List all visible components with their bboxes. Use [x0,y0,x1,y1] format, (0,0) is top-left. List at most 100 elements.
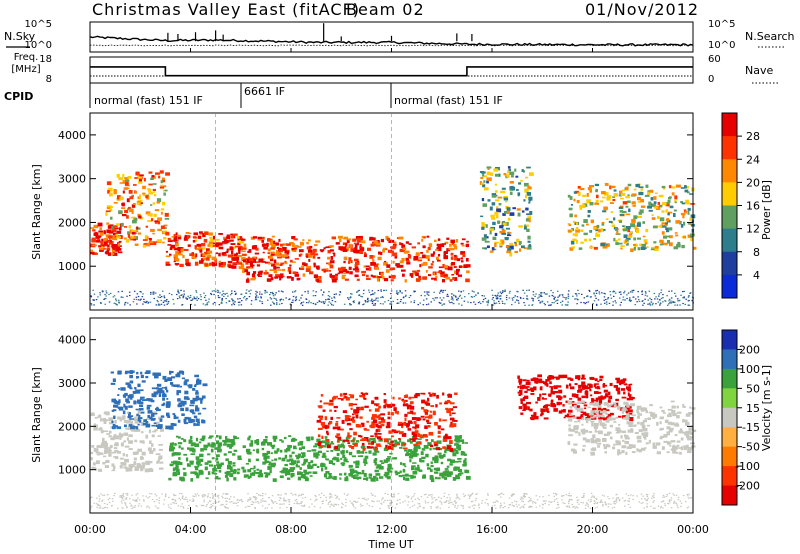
velocity-cell [534,415,537,419]
power-noise-cell [522,289,524,291]
velocity-cell [155,424,160,428]
power-cell [422,276,427,280]
velocity-cell [297,442,300,446]
power-cell [465,258,469,262]
nsearch-label: N.Search [745,30,795,43]
power-cell [316,267,320,270]
power-cell [233,262,238,264]
velocity-cell [195,407,200,412]
power-noise-cell [118,302,120,304]
velocity-cell [412,462,417,464]
power-cell [613,193,618,197]
velocity-cell [436,455,439,460]
power-noise-cell [543,302,545,305]
power-noise-cell [356,291,358,293]
power-noise-cell [259,291,261,293]
power-cell [584,238,587,242]
power-cell [460,251,466,255]
power-cell [480,182,485,185]
power-noise-cell [626,294,628,296]
power-noise-cell [532,300,534,302]
power-cell [619,214,625,216]
velocity-cell [141,380,146,383]
nsky-spikes [167,23,473,42]
power-cell [301,265,304,269]
velocity-cell [532,378,536,382]
velocity-noise-cell [122,494,124,496]
power-cell [115,223,120,226]
velocity-cell [125,370,130,374]
velocity-cell [458,460,462,463]
power-cell [440,243,445,248]
power-noise-cell [471,296,474,298]
power-noise-cell [438,301,441,304]
power-cell [640,188,644,191]
power-cell [644,194,650,197]
power-cell [95,232,99,235]
velocity-cell [374,396,379,400]
velocity-cell [648,411,653,414]
power-cell [412,270,417,273]
velocity-cell [303,458,308,463]
power-cell [416,252,420,256]
velocity-cell [190,444,194,447]
velocity-cell [180,407,184,412]
power-cell [401,244,406,249]
velocity-cell [567,418,573,422]
power-noise-cell [564,297,566,299]
velocity-noise-cell [192,498,194,500]
power-cell [444,265,448,269]
velocity-cell [374,469,379,473]
power-cell [123,226,127,228]
power-noise-cell [588,289,590,291]
power-noise-cell [629,291,632,293]
velocity-cell [134,439,138,443]
power-cell [651,246,656,250]
power-cell [508,232,512,234]
power-cell [418,275,421,279]
power-cell [171,236,175,238]
power-noise-cell [255,298,257,300]
velocity-cell [615,440,619,443]
velocity-cell [344,472,347,476]
velocity-cell [216,465,222,469]
power-noise-cell [557,290,559,292]
power-noise-cell [255,295,258,297]
power-cell [129,196,134,200]
power-cell [245,260,249,265]
power-cell [509,171,515,176]
power-noise-cell [586,295,588,298]
velocity-cell [542,393,547,395]
power-noise-cell [163,300,166,302]
velocity-cell [319,416,323,420]
velocity-cell [175,373,181,378]
velocity-cell [640,421,645,426]
power-cell [491,217,496,220]
power-cell [111,244,116,247]
power-cell [432,260,435,263]
power-cell [209,236,213,239]
velocity-cell [538,397,541,400]
power-noise-cell [142,303,144,305]
power-noise-cell [153,291,155,293]
power-noise-cell [139,291,141,293]
power-noise-cell [504,289,506,291]
velocity-cell [520,412,524,415]
power-cell [594,202,600,205]
velocity-noise-cell [677,496,680,498]
velocity-cell [446,475,450,477]
velocity-cell [253,465,256,469]
power-noise-cell [166,303,168,305]
velocity-noise-cell [103,507,106,509]
velocity-cell [299,467,302,470]
velocity-cell [352,416,355,419]
power-cell [204,254,208,257]
power-noise-cell [538,299,540,302]
velocity-cell [413,447,418,452]
power-cell [231,265,237,269]
power-cell [587,210,591,213]
velocity-cell [399,470,402,474]
power-cell [242,268,248,270]
power-cell [343,256,348,261]
power-cell [633,225,638,229]
